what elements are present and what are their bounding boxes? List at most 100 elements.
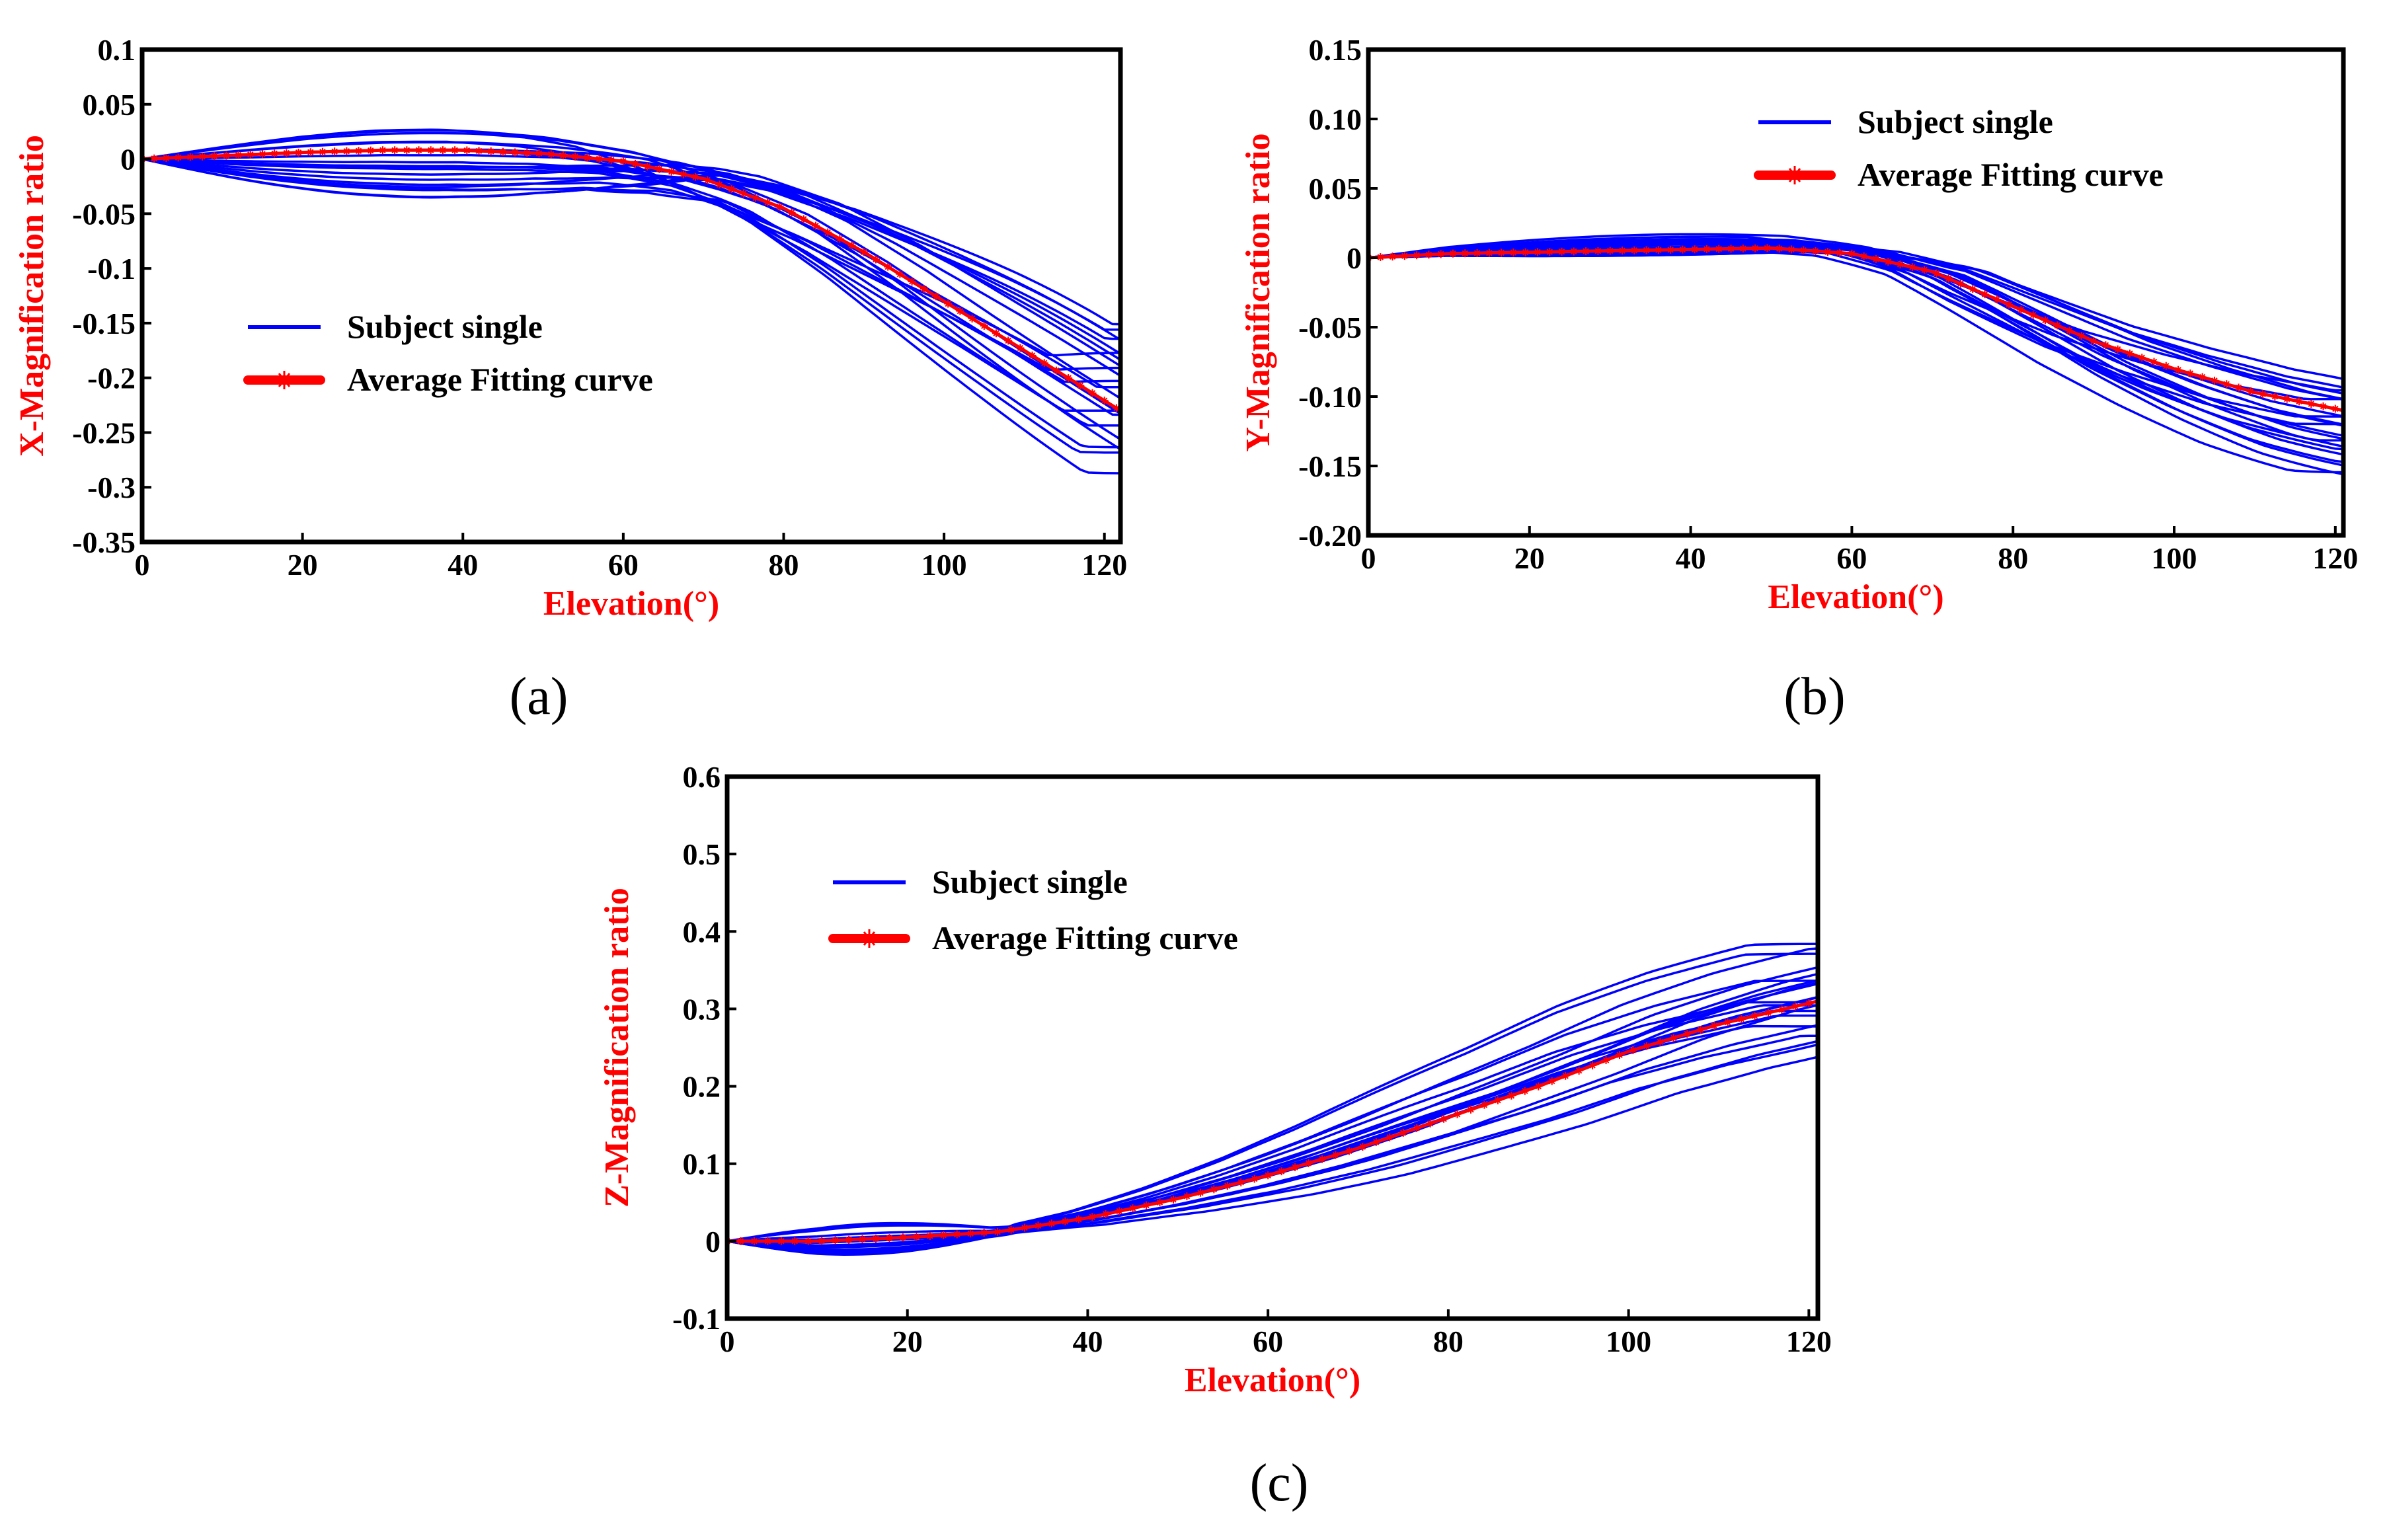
average-marker	[1944, 274, 1953, 283]
average-marker	[1196, 1188, 1204, 1197]
average-marker	[2150, 358, 2158, 366]
average-marker	[858, 1235, 867, 1243]
x-tick-label: 40	[1072, 1325, 1103, 1358]
legend: Subject single Average Fitting curve	[828, 863, 1238, 956]
average-marker	[831, 1236, 840, 1245]
x-tick-label: 20	[1514, 541, 1545, 575]
average-marker	[1848, 249, 1856, 258]
x-tick-label: 100	[1606, 1325, 1651, 1358]
average-marker	[1413, 1124, 1421, 1132]
average-marker	[1669, 1034, 1678, 1042]
average-marker	[475, 147, 483, 155]
average-marker	[908, 277, 916, 286]
x-tick-label: 0	[720, 1325, 735, 1358]
average-marker	[234, 151, 243, 159]
y-tick-label: 0.3	[683, 992, 721, 1026]
average-marker	[294, 148, 303, 157]
average-marker	[764, 1237, 772, 1245]
average-marker	[1739, 245, 1747, 253]
average-marker	[1546, 248, 1554, 256]
average-marker	[812, 221, 820, 230]
average-marker	[1763, 244, 1772, 252]
average-marker	[2113, 345, 2122, 354]
average-marker	[2186, 369, 2195, 378]
average-marker	[799, 215, 808, 223]
average-marker	[1413, 251, 1421, 260]
average-line	[727, 999, 1818, 1243]
average-marker	[885, 1234, 894, 1243]
average-marker	[2198, 373, 2207, 381]
average-marker	[2053, 321, 2062, 330]
y-tick-label: 0.2	[683, 1070, 721, 1104]
average-marker	[898, 1233, 907, 1242]
average-line	[142, 148, 1120, 412]
average-marker	[1237, 1178, 1245, 1186]
average-marker	[1485, 249, 1493, 257]
average-marker	[777, 1237, 785, 1245]
subject-curve-12	[1368, 233, 2343, 426]
subject-curve-21	[142, 157, 1120, 331]
average-marker	[1509, 249, 1518, 257]
average-marker	[487, 147, 495, 156]
average-marker	[1557, 247, 1566, 256]
average-marker	[1436, 250, 1445, 258]
average-marker	[1715, 245, 1723, 253]
plot-frame	[725, 774, 1821, 1321]
average-marker	[1575, 1066, 1583, 1075]
average-marker	[824, 228, 832, 237]
average-marker	[378, 146, 387, 155]
y-tick-label: 0.05	[83, 88, 136, 122]
legend-subject-label: Subject single	[932, 863, 1128, 900]
average-marker	[956, 307, 964, 315]
average-marker	[162, 154, 171, 163]
average-marker	[818, 1237, 826, 1245]
average-marker	[667, 167, 676, 176]
average-marker	[1155, 1198, 1164, 1207]
average-marker	[872, 255, 880, 264]
average-marker	[2077, 332, 2086, 340]
average-marker	[1100, 397, 1109, 405]
average-marker	[210, 152, 219, 161]
average-marker	[1345, 1147, 1353, 1155]
average-marker	[703, 176, 712, 184]
average-marker	[1473, 249, 1481, 257]
subject-curve-13	[142, 157, 1120, 389]
average-marker	[631, 159, 640, 168]
subject-curve-22	[142, 157, 1120, 326]
average-marker	[1666, 245, 1675, 254]
average-marker	[1331, 1151, 1340, 1159]
subject-curve-12	[142, 157, 1120, 377]
average-marker	[2138, 354, 2146, 362]
average-marker	[619, 157, 627, 165]
average-marker	[498, 147, 507, 156]
average-marker	[391, 146, 399, 155]
average-marker	[1751, 244, 1760, 252]
y-tick-label: 0	[705, 1225, 721, 1258]
average-marker	[1547, 1077, 1556, 1085]
average-marker	[1606, 247, 1614, 255]
average-marker	[1520, 1087, 1529, 1095]
plot-frame	[139, 47, 1123, 545]
average-marker	[414, 146, 423, 155]
average-marker	[1461, 249, 1469, 258]
panel-label-a: (a)	[510, 668, 568, 726]
average-marker	[1896, 260, 1904, 269]
y-tick-label: -0.10	[1298, 380, 1362, 414]
average-marker	[1250, 1174, 1259, 1183]
average-marker	[595, 155, 604, 163]
legend: Subject single Average Fitting curve	[243, 308, 653, 398]
average-marker	[1823, 248, 1832, 256]
average-marker	[1358, 1142, 1367, 1151]
average-marker	[2017, 305, 2025, 314]
average-marker	[953, 1230, 961, 1239]
average-marker	[1630, 246, 1639, 254]
y-tick-label: 0.6	[683, 760, 721, 794]
average-marker	[655, 165, 664, 173]
average-marker	[1400, 252, 1409, 260]
average-marker	[1052, 366, 1060, 375]
subject-curve-21	[727, 947, 1818, 1247]
x-axis-title: Elevation(°)	[1768, 578, 1943, 616]
chart-z-magnification: 0 20 40 60 80 100 1200.60.50.40.30.20.10-0.1El…	[598, 760, 1832, 1399]
average-marker	[845, 1235, 853, 1244]
